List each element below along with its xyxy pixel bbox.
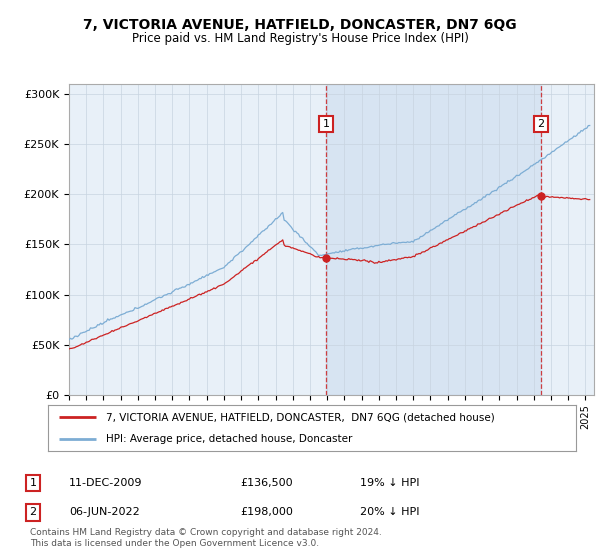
Text: 19% ↓ HPI: 19% ↓ HPI <box>360 478 419 488</box>
Text: 7, VICTORIA AVENUE, HATFIELD, DONCASTER, DN7 6QG: 7, VICTORIA AVENUE, HATFIELD, DONCASTER,… <box>83 18 517 32</box>
Text: HPI: Average price, detached house, Doncaster: HPI: Average price, detached house, Donc… <box>106 435 352 444</box>
Text: Price paid vs. HM Land Registry's House Price Index (HPI): Price paid vs. HM Land Registry's House … <box>131 32 469 45</box>
Text: 20% ↓ HPI: 20% ↓ HPI <box>360 507 419 517</box>
Text: £136,500: £136,500 <box>240 478 293 488</box>
Text: £198,000: £198,000 <box>240 507 293 517</box>
Bar <box>326 84 541 395</box>
Text: 1: 1 <box>29 478 37 488</box>
Text: 1: 1 <box>323 119 329 129</box>
Text: 2: 2 <box>538 119 545 129</box>
Text: 11-DEC-2009: 11-DEC-2009 <box>69 478 143 488</box>
Text: Contains HM Land Registry data © Crown copyright and database right 2024.
This d: Contains HM Land Registry data © Crown c… <box>30 528 382 548</box>
Text: 2: 2 <box>29 507 37 517</box>
Text: 06-JUN-2022: 06-JUN-2022 <box>69 507 140 517</box>
Text: 7, VICTORIA AVENUE, HATFIELD, DONCASTER,  DN7 6QG (detached house): 7, VICTORIA AVENUE, HATFIELD, DONCASTER,… <box>106 412 495 422</box>
